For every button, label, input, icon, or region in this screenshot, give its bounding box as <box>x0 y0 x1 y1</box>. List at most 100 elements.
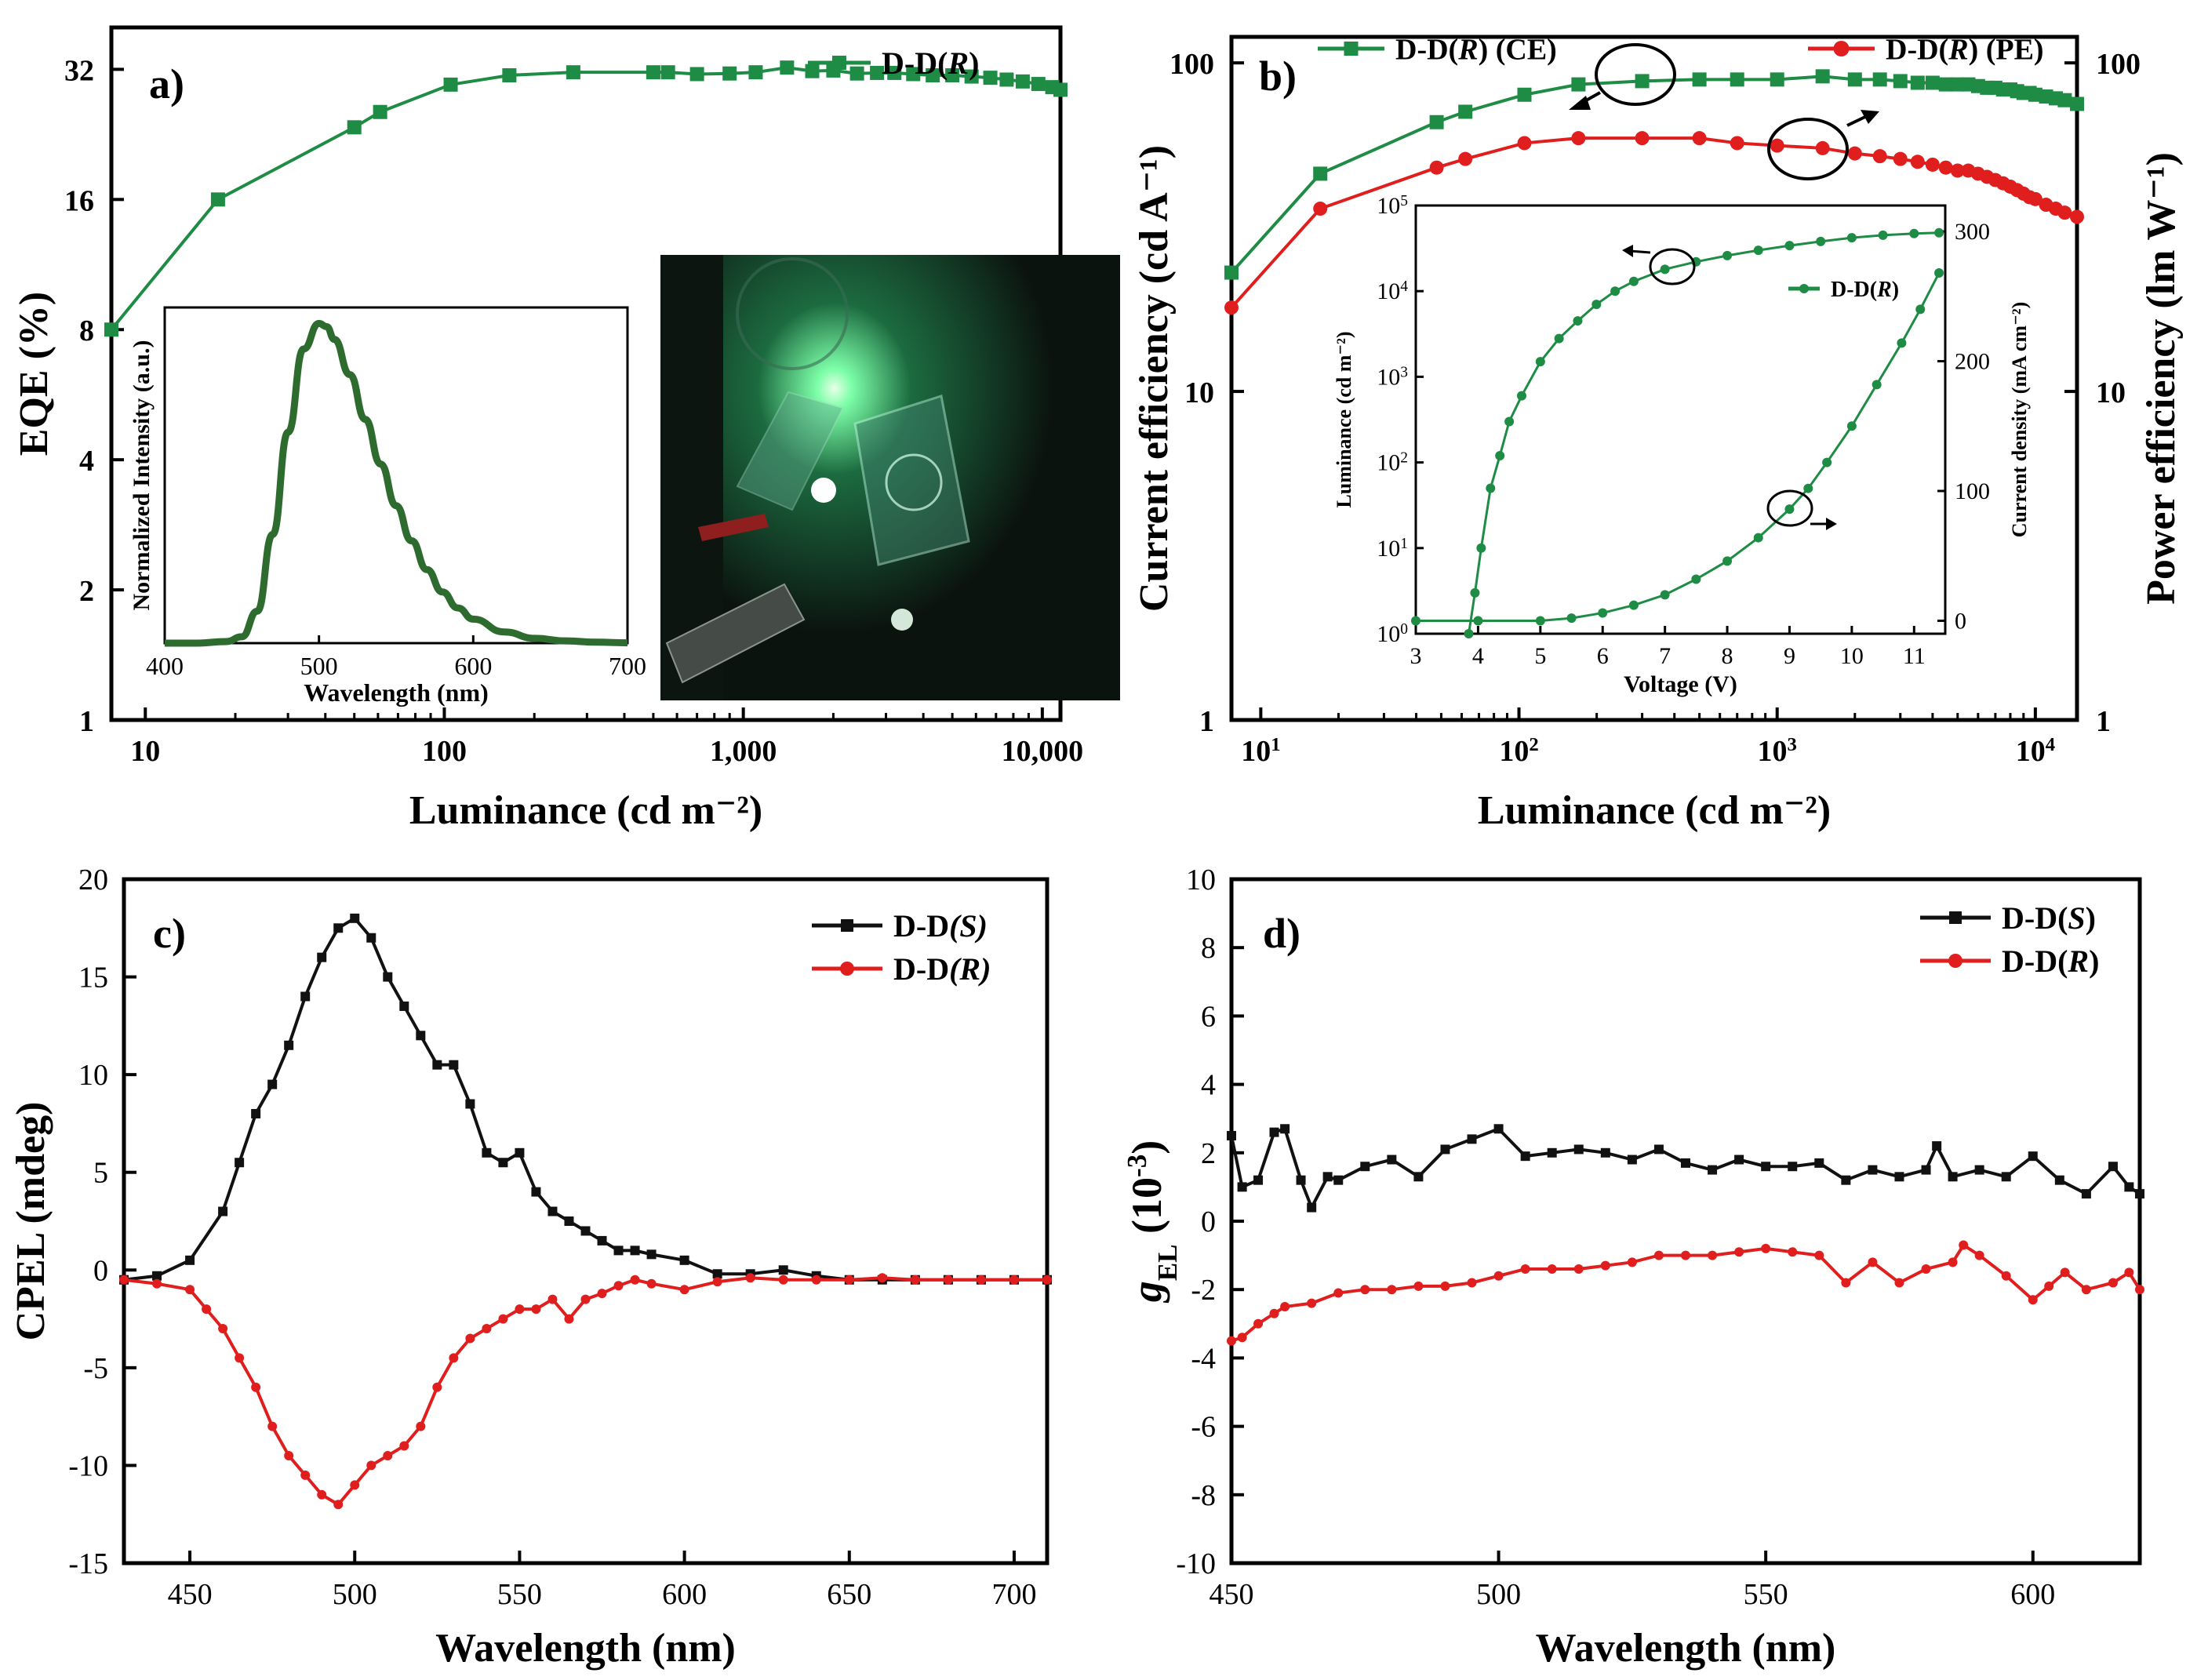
cpel-r-series-point <box>465 1333 475 1344</box>
pe-series-point <box>1517 136 1532 151</box>
inset-y-tick-label: 101 <box>1377 535 1408 562</box>
text-span: ) <box>1123 1140 1170 1155</box>
cpel-r-series-point <box>482 1324 492 1334</box>
eqe-series-point <box>945 68 960 83</box>
cpel-r-series-point <box>910 1275 920 1285</box>
eqe-series-point <box>983 71 998 85</box>
cpel-r-series-point <box>284 1450 294 1460</box>
y-tick-label: 8 <box>1201 932 1216 965</box>
cpel-r-series-point <box>119 1275 129 1285</box>
gel-s-series-point <box>1814 1158 1824 1168</box>
gel-r-series-point <box>2135 1285 2144 1295</box>
x-tick-label: 10,000 <box>1002 735 1084 768</box>
seal-emblem <box>736 257 849 370</box>
inset-x-label: Wavelength (nm) <box>304 678 489 707</box>
pe-series-point <box>2057 205 2072 220</box>
cpel-s-series-point <box>432 1060 442 1070</box>
text-span: D-D( <box>1831 278 1877 302</box>
x-axis-label: Wavelength (nm) <box>1536 1626 1836 1671</box>
legend-ce-marker <box>1344 42 1359 56</box>
gel-s-series-point <box>1520 1151 1530 1162</box>
pe-series-point <box>1458 151 1473 166</box>
gel-r-series-point <box>1253 1318 1264 1329</box>
inset-x-tick-label: 7 <box>1659 643 1671 669</box>
ce-series-point <box>1925 75 1940 90</box>
legend-c-s-marker <box>841 919 853 932</box>
cpel-s-series-point <box>646 1249 657 1260</box>
eqe-series-point <box>906 67 921 82</box>
y-tick-label: 10 <box>1186 864 1216 896</box>
cpel-s-series-point <box>284 1040 294 1050</box>
cpel-r-series-point <box>580 1294 591 1304</box>
gel-r-series-point <box>1237 1333 1247 1343</box>
text-span: D-D( <box>1395 33 1458 66</box>
cpel-s-series-point <box>383 972 393 982</box>
text-span: 10 <box>1241 735 1271 768</box>
cpel-r-series-point <box>597 1289 607 1299</box>
inset-current-density-point <box>1411 616 1420 626</box>
ce-series-point <box>1872 72 1887 87</box>
emitting-pixel <box>811 478 836 503</box>
eqe-series-point <box>646 65 660 80</box>
gel-s-series-point <box>1493 1124 1504 1134</box>
text-span: 10 <box>1377 278 1400 304</box>
inset-luminance-point <box>1909 228 1919 238</box>
pe-series-point <box>1571 131 1586 146</box>
pe-series-point <box>1893 151 1908 166</box>
legend-pe-marker <box>1833 41 1850 56</box>
gel-r-series-point <box>1440 1281 1450 1291</box>
gel-s-series-point <box>1868 1165 1878 1175</box>
gel-r-series-point <box>1948 1257 1958 1267</box>
text-span: ) <box>969 45 979 81</box>
inset-current-density-point <box>1803 483 1813 493</box>
pe-series-point <box>1938 160 1953 175</box>
eqe-series-point <box>373 104 387 119</box>
cpel-s-series-point <box>564 1216 574 1226</box>
gel-s-series-point <box>1708 1165 1718 1175</box>
x-tick-label: 10 <box>130 735 160 768</box>
cpel-r-series-line <box>123 1276 1047 1507</box>
inset-luminance-point <box>1934 227 1944 238</box>
text-span: 4 <box>1400 278 1408 295</box>
eqe-series-point <box>1053 82 1068 97</box>
text-span: 10 <box>1377 364 1400 390</box>
text-span: 10 <box>1377 621 1400 647</box>
gel-s-series-point <box>1547 1147 1557 1158</box>
inset-current-density-point <box>1897 338 1907 348</box>
gel-s-series-point <box>1296 1175 1306 1185</box>
cpel-r-series-point <box>366 1460 376 1471</box>
gel-r-series-point <box>1360 1285 1370 1295</box>
inset-y-tick-label-right: 200 <box>1955 349 1990 375</box>
inset-luminance-point <box>1722 250 1733 260</box>
cpel-r-series-point <box>778 1275 788 1285</box>
gel-r-series-point <box>1547 1264 1557 1275</box>
pe-series-point <box>2028 191 2042 206</box>
cpel-s-series-point <box>465 1099 475 1109</box>
plot-frame <box>1229 35 2079 722</box>
cpel-r-series-point <box>383 1450 393 1460</box>
gel-s-series-point <box>1841 1175 1851 1185</box>
text-span: ) <box>2089 944 2099 979</box>
inset-x-tick-label: 600 <box>454 652 492 680</box>
cpel-r-series-point <box>317 1489 327 1500</box>
y-tick-label: -10 <box>1176 1547 1216 1580</box>
inset-x-tick-label: 9 <box>1784 643 1795 669</box>
pe-series-point <box>1730 136 1744 151</box>
x-tick-label: 102 <box>1499 734 1538 769</box>
y-tick-label-right: 10 <box>2096 376 2126 409</box>
eqe-series-point <box>964 69 979 84</box>
panel-label: b) <box>1259 53 1297 100</box>
gel-r-series-point <box>1653 1250 1664 1260</box>
inset-luminance-point <box>1784 241 1795 251</box>
text-span: D-D <box>893 951 949 987</box>
ce-series-point <box>1950 77 1965 92</box>
cpel-r-series-point <box>679 1285 689 1295</box>
eqe-series-point <box>347 120 362 135</box>
gel-r-series-point <box>1708 1250 1718 1260</box>
crystal-block <box>853 395 970 566</box>
cpel-r-series-point <box>218 1324 228 1334</box>
gel-s-series-point <box>1333 1175 1344 1185</box>
cpel-r-series-point <box>1042 1275 1052 1285</box>
gel-r-series-point <box>1894 1278 1904 1288</box>
